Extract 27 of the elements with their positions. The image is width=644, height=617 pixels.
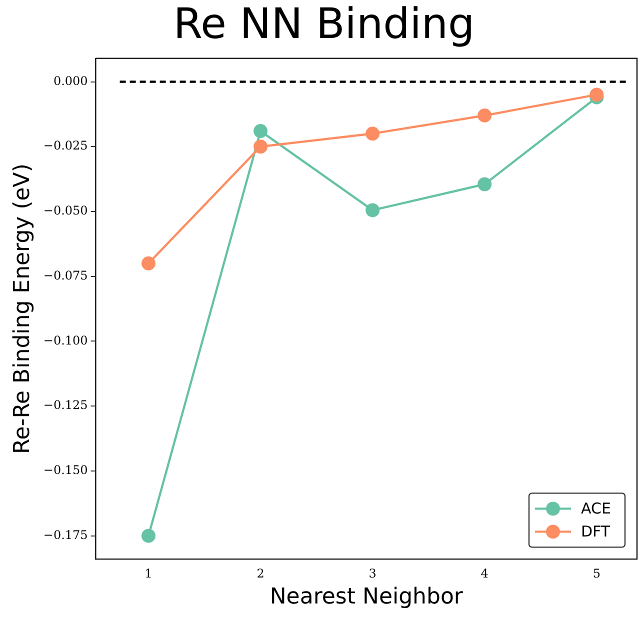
point [254, 124, 268, 138]
point [141, 528, 156, 543]
x-tick-label: 5 [592, 566, 600, 581]
point [366, 203, 380, 218]
y-tick-label: −0.050 [43, 204, 88, 218]
point [478, 177, 492, 192]
point [366, 126, 380, 141]
x-tick-label: 3 [368, 566, 376, 581]
x-tick-label: 2 [256, 566, 264, 581]
legend-label: DFT [581, 522, 611, 541]
y-tick-label: −0.075 [43, 268, 88, 282]
point [478, 108, 492, 122]
chart-title: Re NN Binding [173, 0, 475, 48]
y-tick-label: −0.025 [43, 138, 88, 153]
y-axis-title: Re-Re Binding Energy (eV) [10, 164, 35, 454]
x-tick-label: 4 [480, 566, 489, 581]
y-tick-label: 0.000 [53, 74, 88, 88]
y-tick-label: −0.100 [43, 333, 88, 348]
y-tick-label: −0.175 [43, 528, 88, 542]
point [254, 140, 268, 154]
point [590, 88, 604, 102]
y-tick-label: −0.150 [43, 463, 88, 478]
y-tick-label: −0.125 [43, 398, 88, 412]
legend-label: ACE [581, 500, 611, 518]
point [141, 256, 156, 270]
x-tick-label: 1 [144, 566, 152, 581]
x-axis-title: Nearest Neighbor [270, 584, 464, 610]
